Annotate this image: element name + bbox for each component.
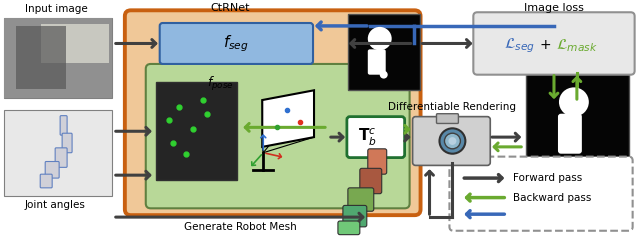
Circle shape [368, 27, 392, 50]
FancyBboxPatch shape [343, 205, 367, 227]
FancyBboxPatch shape [62, 133, 72, 153]
FancyBboxPatch shape [125, 10, 420, 215]
Text: $\mathcal{L}_{\mathit{seg}}$: $\mathcal{L}_{\mathit{seg}}$ [504, 36, 535, 55]
FancyBboxPatch shape [41, 24, 109, 63]
FancyBboxPatch shape [558, 114, 582, 154]
Text: Joint angles: Joint angles [25, 199, 86, 209]
FancyBboxPatch shape [347, 117, 404, 158]
Circle shape [449, 137, 456, 145]
Circle shape [572, 163, 584, 174]
FancyBboxPatch shape [348, 188, 374, 211]
Text: Image loss: Image loss [524, 3, 584, 13]
Circle shape [444, 133, 460, 149]
Text: Differentiable Rendering: Differentiable Rendering [388, 102, 516, 112]
Text: $+$: $+$ [539, 38, 551, 52]
FancyBboxPatch shape [55, 148, 67, 167]
FancyBboxPatch shape [160, 23, 313, 64]
FancyBboxPatch shape [17, 26, 66, 89]
Text: CtRNet: CtRNet [211, 3, 250, 13]
Circle shape [440, 128, 465, 154]
FancyBboxPatch shape [45, 162, 59, 178]
FancyBboxPatch shape [40, 174, 52, 188]
Circle shape [559, 87, 589, 117]
Circle shape [380, 71, 388, 79]
Text: $\mathcal{L}_{\mathit{mask}}$: $\mathcal{L}_{\mathit{mask}}$ [556, 37, 598, 54]
FancyBboxPatch shape [4, 110, 112, 196]
Text: Backward pass: Backward pass [513, 193, 591, 203]
FancyBboxPatch shape [348, 14, 420, 90]
Text: Forward pass: Forward pass [513, 173, 582, 183]
FancyBboxPatch shape [449, 157, 632, 231]
Polygon shape [262, 90, 314, 147]
FancyBboxPatch shape [413, 117, 490, 165]
FancyBboxPatch shape [474, 12, 635, 75]
Text: $\mathbf{T}_b^c$: $\mathbf{T}_b^c$ [358, 127, 377, 148]
FancyBboxPatch shape [338, 221, 360, 235]
FancyBboxPatch shape [60, 116, 67, 135]
FancyBboxPatch shape [436, 114, 458, 124]
FancyBboxPatch shape [156, 83, 237, 180]
Text: $f_{\mathit{pose}}$: $f_{\mathit{pose}}$ [207, 75, 234, 93]
FancyBboxPatch shape [360, 168, 381, 194]
FancyBboxPatch shape [4, 18, 112, 98]
FancyBboxPatch shape [368, 49, 386, 75]
FancyBboxPatch shape [146, 64, 410, 208]
FancyBboxPatch shape [368, 149, 387, 174]
Text: Generate Robot Mesh: Generate Robot Mesh [184, 222, 297, 232]
FancyBboxPatch shape [526, 73, 628, 178]
Text: Input image: Input image [25, 4, 88, 14]
FancyBboxPatch shape [4, 18, 112, 98]
Text: $f_{\mathit{seg}}$: $f_{\mathit{seg}}$ [223, 33, 249, 54]
